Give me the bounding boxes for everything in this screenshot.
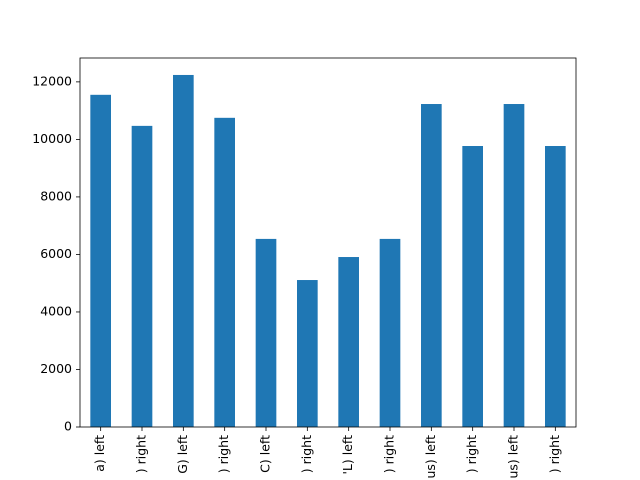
y-tick-label: 2000 xyxy=(40,361,72,376)
bar xyxy=(503,104,525,427)
plot-frame xyxy=(79,57,577,428)
bar xyxy=(462,146,483,427)
x-tick-label: G) left xyxy=(175,435,190,474)
bar xyxy=(90,94,111,427)
x-tick-label: ) right xyxy=(547,435,562,473)
y-tick-label: 4000 xyxy=(40,303,72,318)
y-tick-label: 8000 xyxy=(40,188,72,203)
x-tick-label: C) left xyxy=(258,435,273,473)
x-tick-label: ) right xyxy=(216,435,231,473)
x-tick-label: us) left xyxy=(423,435,438,479)
x-tick-label: a) left xyxy=(92,435,107,472)
bar xyxy=(338,257,359,427)
y-tick-label: 6000 xyxy=(40,246,72,261)
x-tick-label: ) right xyxy=(464,435,479,473)
y-tick-label: 12000 xyxy=(32,73,72,88)
x-tick-label: ) right xyxy=(382,435,397,473)
x-tick-label: ) right xyxy=(134,435,149,473)
bar xyxy=(131,125,153,427)
x-tick-label: us) left xyxy=(506,435,521,479)
bar xyxy=(545,146,566,427)
x-tick-label: ) right xyxy=(299,435,314,473)
bar xyxy=(214,117,235,427)
bar xyxy=(173,74,194,428)
bar xyxy=(379,238,401,427)
bar xyxy=(421,104,442,427)
y-tick-label: 10000 xyxy=(32,131,72,146)
bar xyxy=(297,280,318,427)
y-tick-label: 0 xyxy=(64,419,72,434)
x-tick-label: 'L) left xyxy=(340,435,355,475)
bar xyxy=(255,238,277,427)
